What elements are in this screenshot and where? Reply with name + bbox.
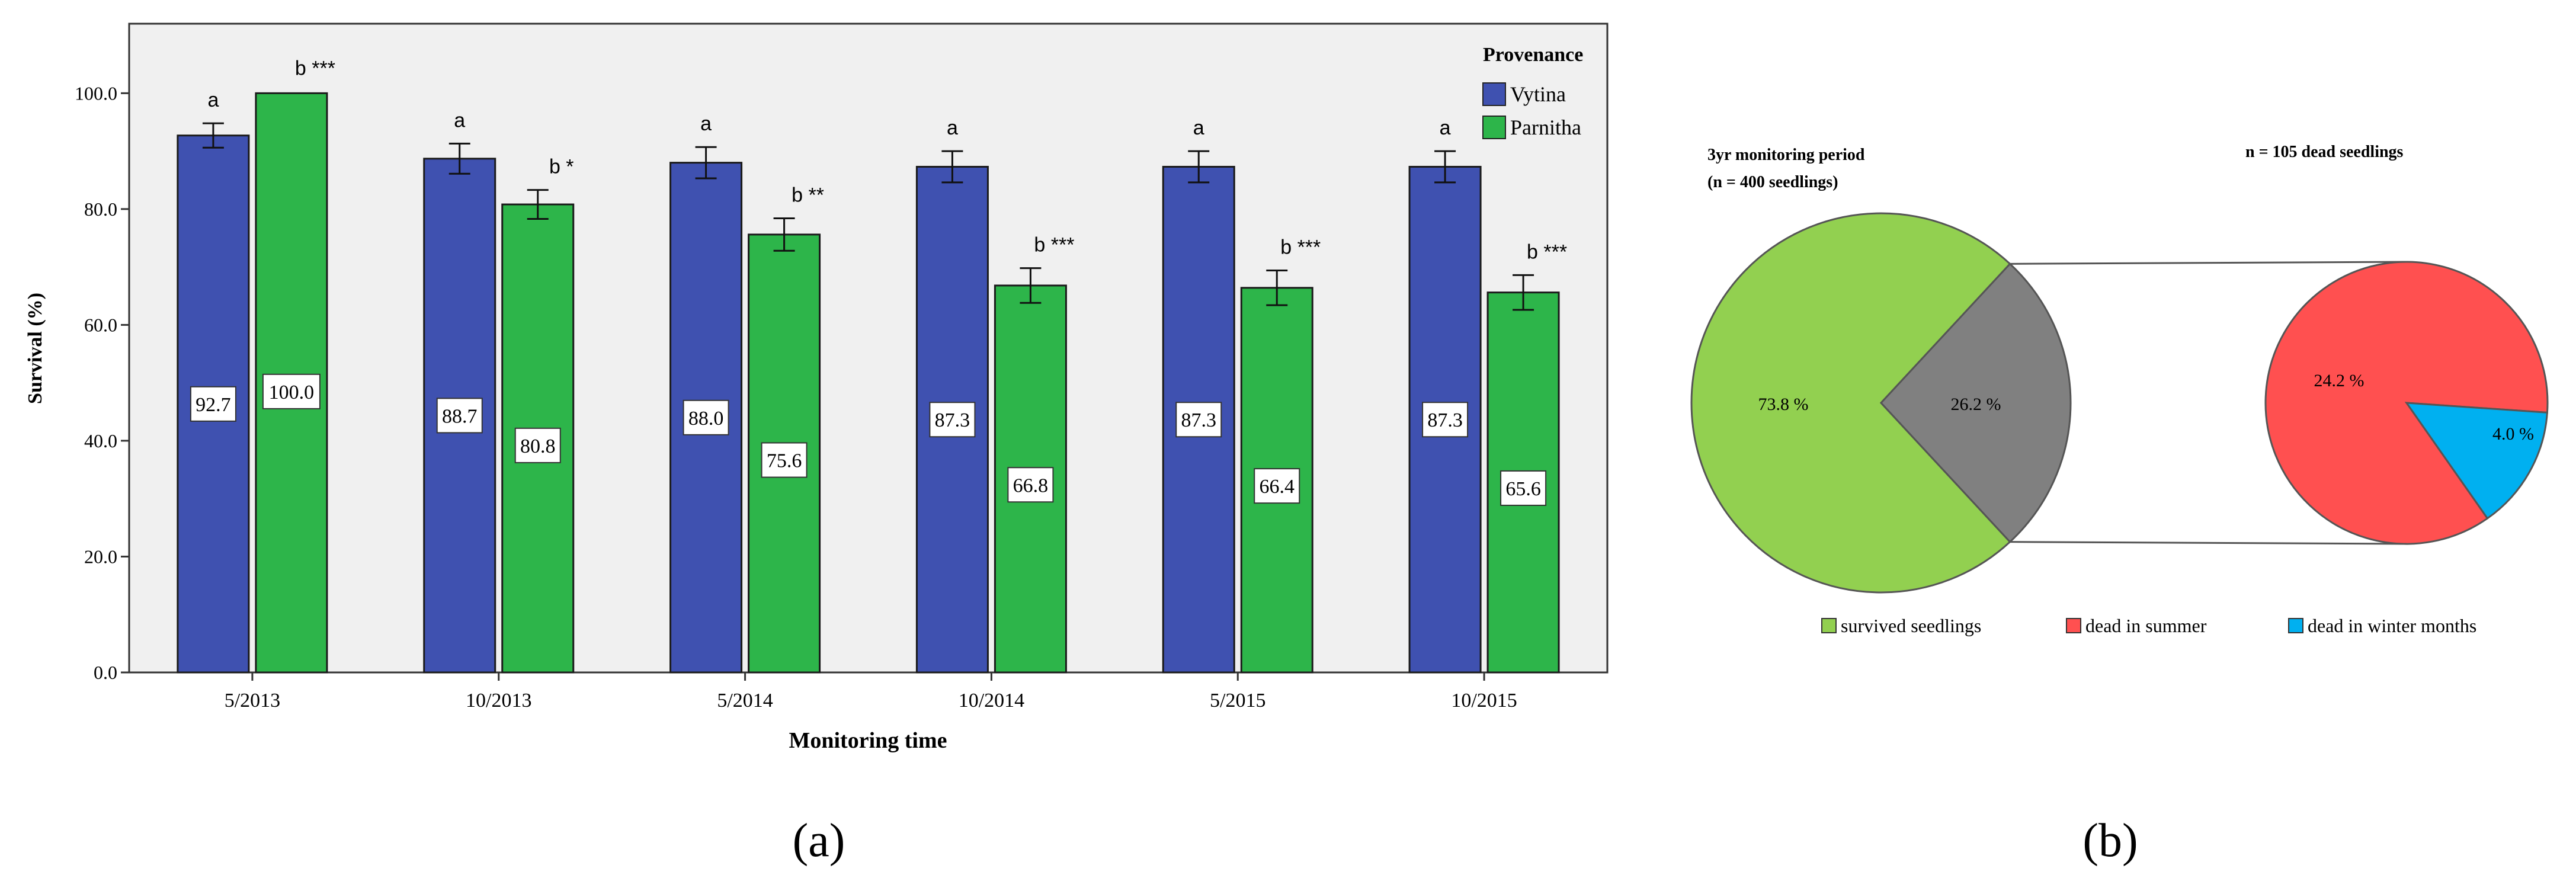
bar-group-vytina: a 92.7 [177, 89, 250, 674]
significance-label: a [1440, 117, 1451, 139]
panel-label-b: (b) [2082, 815, 2138, 867]
x-tick-label: 5/2013 [225, 690, 280, 712]
slice-label-summer: 24.2 % [2314, 371, 2364, 390]
legend-label-vytina: Vytina [1510, 82, 1566, 106]
data-label-box [190, 386, 236, 422]
pie-chart-panel: 3yr monitoring period (n = 400 seedlings… [1690, 143, 2549, 867]
legend-swatch-survived [1821, 618, 1837, 633]
plot-area [128, 23, 1609, 674]
slice-label-survived: 73.8 % [1758, 395, 1809, 414]
main-pie-title-line1: 3yr monitoring period [1707, 146, 1865, 164]
x-tick-label: 5/2015 [1210, 690, 1265, 712]
y-tick-label: 20.0 [84, 546, 117, 567]
data-label-box [1254, 468, 1300, 504]
slice-label-winter: 4.0 % [2492, 424, 2534, 444]
significance-label: b *** [295, 57, 335, 79]
main-pie-title-line2: (n = 400 seedlings) [1707, 173, 1838, 191]
y-tick-label: 0.0 [94, 662, 117, 683]
slice-dead [1879, 262, 2072, 543]
data-label: 100.0 [269, 382, 315, 403]
significance-label: a [454, 109, 465, 132]
slice-summer [2264, 261, 2549, 545]
bars: a 92.7 b *** 100.0 a 88.7 b * 80.8 a 88.0 b ** 75.6… [177, 57, 1567, 674]
significance-label: b *** [1280, 236, 1321, 258]
pie-legend: survived seedlings dead in summer dead i… [1821, 615, 2476, 636]
data-label: 87.3 [1427, 409, 1463, 431]
connector-line-bottom [2010, 541, 2407, 545]
significance-label: a [700, 113, 712, 135]
legend-label-summer: dead in summer [2085, 615, 2207, 636]
legend: Provenance Vytina Parnitha [1482, 44, 1583, 139]
x-axis: 5/2013 10/2013 5/2014 10/2014 5/2015 10/2015 [225, 672, 1517, 712]
y-tick-label: 80.0 [84, 198, 117, 220]
significance-label: a [1193, 117, 1204, 139]
data-label: 87.3 [1181, 409, 1217, 431]
data-label-box [683, 399, 729, 435]
data-label: 66.8 [1013, 475, 1049, 496]
bar-parnitha [994, 284, 1067, 674]
bar-group-vytina: a 88.7 [423, 109, 496, 674]
data-label-box [929, 402, 976, 438]
bar-group-parnitha: b ** 75.6 [748, 184, 824, 674]
panel-label-a: (a) [793, 815, 845, 867]
data-label: 88.0 [688, 408, 724, 430]
y-tick-label: 60.0 [84, 314, 117, 335]
significance-label: a [947, 117, 958, 139]
pies: 73.8 % 26.2 % 24.2 % 4.0 % [1690, 212, 2549, 594]
x-tick-label: 5/2014 [717, 690, 773, 712]
x-axis-label: Monitoring time [789, 728, 947, 753]
y-tick-label: 40.0 [84, 430, 117, 451]
bar-group-vytina: a 87.3 [915, 117, 989, 674]
y-axis: 0.0 20.0 40.0 60.0 80.0 100.0 [75, 82, 129, 683]
bar-group-parnitha: b *** 66.8 [994, 234, 1074, 674]
connector-line-top [2010, 261, 2407, 265]
significance-label: b *** [1527, 241, 1567, 263]
legend-swatch-summer [2066, 618, 2081, 633]
data-label: 80.8 [520, 435, 556, 457]
x-tick-label: 10/2014 [959, 690, 1024, 712]
significance-label: b *** [1034, 234, 1074, 257]
bar-group-parnitha: b * 80.8 [501, 156, 575, 674]
data-label-box [514, 427, 561, 463]
legend-swatch-winter [2288, 618, 2303, 633]
data-label: 87.3 [935, 409, 970, 431]
bar-group-vytina: a 87.3 [1162, 117, 1235, 674]
data-label-box [1500, 470, 1547, 506]
data-label: 88.7 [442, 405, 478, 427]
significance-label: a [207, 89, 219, 111]
significance-label: b * [549, 156, 574, 178]
legend-label-parnitha: Parnitha [1510, 116, 1581, 139]
legend-label-winter: dead in winter months [2308, 615, 2476, 636]
bar-group-vytina: a 88.0 [669, 113, 743, 674]
y-axis-label: Survival (%) [24, 293, 46, 404]
bar-group-vytina: a 87.3 [1408, 117, 1482, 674]
slice-survived [1690, 212, 2011, 594]
data-label: 65.6 [1505, 478, 1541, 500]
data-label: 66.4 [1260, 476, 1295, 498]
data-label-box [1175, 402, 1222, 438]
legend-swatch-vytina [1482, 82, 1506, 106]
data-label-box [1007, 467, 1054, 503]
slice-label-dead: 26.2 % [1951, 395, 2001, 414]
data-label-box [436, 398, 483, 434]
data-label-box [1422, 402, 1469, 438]
legend-title: Provenance [1483, 44, 1583, 66]
data-label-box [761, 442, 808, 478]
y-tick-label: 100.0 [75, 82, 117, 104]
x-tick-label: 10/2015 [1451, 690, 1517, 712]
x-tick-label: 10/2013 [466, 690, 531, 712]
data-label-box [262, 373, 321, 409]
bar-group-parnitha: b *** 100.0 [255, 57, 335, 674]
slice-winter [2404, 402, 2549, 520]
data-label: 92.7 [196, 394, 231, 416]
legend-swatch-parnitha [1482, 116, 1506, 139]
sub-pie-title: n = 105 dead seedlings [2245, 143, 2404, 161]
data-label: 75.6 [767, 450, 802, 472]
significance-label: b ** [792, 184, 824, 207]
bar-group-parnitha: b *** 66.4 [1240, 236, 1321, 674]
legend-label-survived: survived seedlings [1841, 615, 1981, 636]
bar-group-parnitha: b *** 65.6 [1486, 241, 1567, 674]
